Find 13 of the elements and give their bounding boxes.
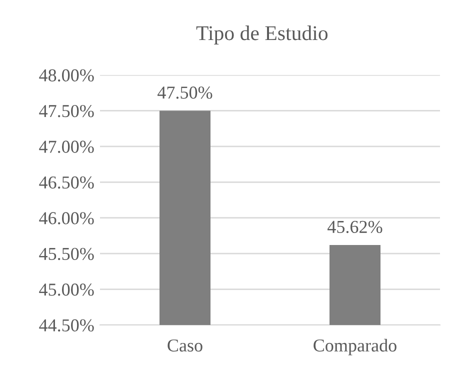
data-label: 45.62%: [328, 220, 382, 234]
y-tick-label: 47.50%: [39, 104, 94, 118]
chart-title: Tipo de Estudio: [196, 26, 328, 44]
x-tick-label: Caso: [168, 339, 202, 352]
y-tick-label: 47.00%: [39, 140, 94, 153]
data-label: 47.50%: [158, 86, 212, 99]
y-tick-label: 45.50%: [39, 248, 94, 260]
x-tick-label: Comparado: [314, 338, 396, 356]
y-tick-label: 48.00%: [39, 69, 94, 82]
y-tick-label: 46.00%: [39, 212, 94, 224]
y-tick-label: 44.50%: [39, 319, 94, 332]
y-tick-label: 46.50%: [39, 176, 94, 189]
y-tick-label: 45.00%: [39, 284, 94, 296]
